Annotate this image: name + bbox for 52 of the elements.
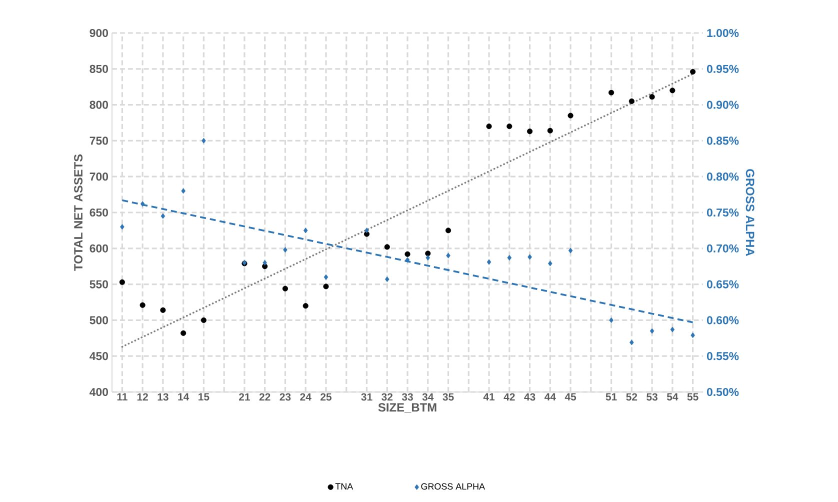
x-tick-label: 52	[626, 393, 638, 401]
x-tick-label: 31	[361, 393, 372, 401]
x-tick-label: 43	[524, 393, 536, 401]
y-tick-label: 900	[90, 28, 108, 38]
x-tick-label: 13	[158, 393, 168, 401]
y-tick-label: 400	[90, 388, 108, 396]
y-tick-label: 700	[90, 172, 108, 181]
x-tick-label: 12	[137, 393, 148, 400]
x-axis-title: SIZE_BTM	[378, 403, 436, 413]
y2-tick-label: 0.90%	[706, 100, 739, 109]
x-tick-label: 54	[666, 393, 678, 400]
x-tick-label: 34	[422, 393, 434, 401]
y2-axis-title: GROSS ALPHA	[746, 169, 754, 256]
y-tick-label: 800	[90, 100, 108, 109]
x-tick-label: 15	[198, 393, 210, 400]
x-tick-label: 44	[544, 393, 556, 400]
legend-label: TNA	[335, 483, 354, 490]
y2-tick-label: 0.55%	[706, 352, 739, 360]
y-tick-label: 500	[90, 316, 108, 324]
x-tick-label: 25	[320, 393, 332, 401]
x-tick-label: 35	[442, 393, 454, 401]
y-tick-label: 600	[90, 244, 108, 252]
y-tick-label: 450	[90, 352, 108, 360]
y2-tick-label: 0.80%	[706, 172, 739, 181]
x-tick-label: 24	[300, 393, 312, 400]
y2-tick-label: 0.50%	[706, 388, 739, 396]
y-axis-title: TOTAL NET ASSETS	[74, 154, 83, 271]
x-tick-label: 55	[687, 393, 698, 400]
y-tick-label: 850	[90, 64, 108, 73]
x-tick-label: 22	[259, 393, 270, 400]
y2-tick-label: 0.60%	[706, 316, 739, 324]
x-tick-label: 51	[606, 393, 617, 400]
legend-label: GROSS ALPHA	[421, 483, 485, 490]
y2-tick-label: 0.70%	[706, 244, 739, 252]
y2-tick-label: 0.95%	[706, 64, 739, 73]
x-tick-label: 32	[382, 393, 393, 401]
y-tick-label: 650	[90, 208, 108, 217]
x-tick-label: 11	[117, 393, 128, 400]
y-tick-label: 750	[90, 136, 108, 145]
x-tick-label: 53	[646, 393, 658, 401]
x-tick-label: 21	[239, 393, 250, 400]
y2-tick-label: 0.65%	[706, 280, 739, 288]
x-tick-label: 45	[564, 393, 576, 400]
x-tick-label: 41	[483, 393, 495, 400]
x-tick-label: 42	[504, 393, 515, 400]
y2-tick-label: 1.00%	[707, 28, 739, 38]
x-tick-label: 14	[178, 393, 190, 400]
x-tick-label: 23	[280, 393, 291, 401]
y2-tick-label: 0.85%	[706, 136, 739, 145]
x-tick-label: 33	[402, 393, 413, 401]
y2-tick-label: 0.75%	[706, 208, 739, 217]
y-tick-label: 550	[90, 280, 108, 288]
